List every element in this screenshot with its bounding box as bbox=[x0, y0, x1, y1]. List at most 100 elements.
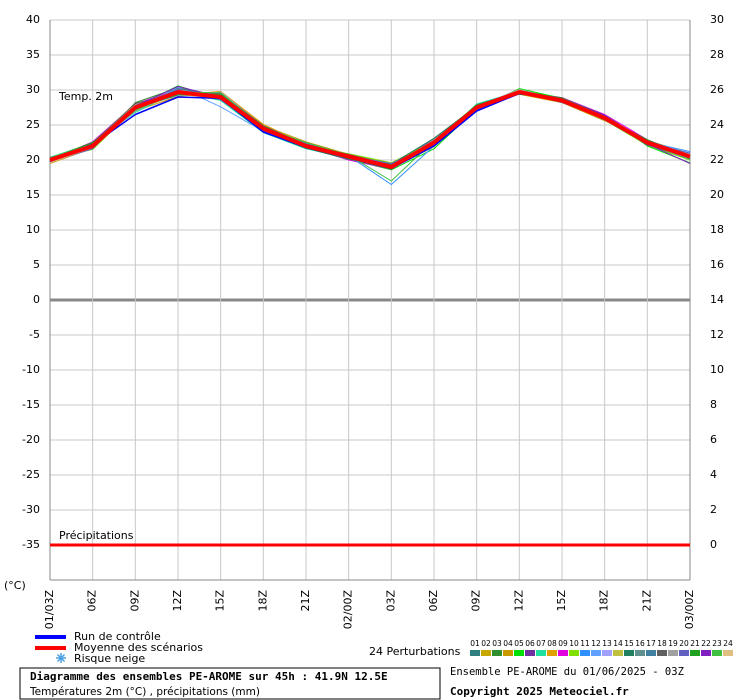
y-tick-label: 0 bbox=[33, 293, 40, 306]
y-tick-label: 35 bbox=[26, 48, 40, 61]
snow-legend: Risque neige bbox=[74, 652, 145, 665]
x-tick-label: 06Z bbox=[86, 590, 99, 612]
perturbation-number: 19 bbox=[668, 639, 678, 648]
y2-tick-label: 0 bbox=[710, 538, 717, 551]
perturbation-number: 23 bbox=[712, 639, 722, 648]
perturbation-swatch bbox=[712, 650, 722, 656]
legend-label: Moyenne des scénarios bbox=[74, 641, 203, 654]
y-tick-label: -25 bbox=[22, 468, 40, 481]
x-tick-label: 15Z bbox=[555, 590, 568, 612]
x-tick-label: 03/00Z bbox=[683, 590, 696, 630]
y-tick-label: 40 bbox=[26, 13, 40, 26]
y-tick-label: -5 bbox=[29, 328, 40, 341]
y2-tick-label: 20 bbox=[710, 188, 724, 201]
perturbation-swatch bbox=[536, 650, 546, 656]
y2-tick-label: 26 bbox=[710, 83, 724, 96]
legend-label: Run de contrôle bbox=[74, 630, 161, 643]
perturbation-number: 08 bbox=[547, 639, 557, 648]
perturbation-number: 01 bbox=[470, 639, 480, 648]
y-tick-label: 5 bbox=[33, 258, 40, 271]
y2-tick-label: 16 bbox=[710, 258, 724, 271]
precip-label: Précipitations bbox=[59, 529, 134, 542]
perturbation-number: 18 bbox=[657, 639, 667, 648]
perturbation-number: 06 bbox=[525, 639, 535, 648]
perturbation-swatch bbox=[624, 650, 634, 656]
perturbation-swatch bbox=[547, 650, 557, 656]
y-tick-label: -20 bbox=[22, 433, 40, 446]
x-tick-label: 15Z bbox=[214, 590, 227, 612]
perturbation-swatch bbox=[613, 650, 623, 656]
y2-tick-label: 4 bbox=[710, 468, 717, 481]
perturbation-number: 13 bbox=[602, 639, 612, 648]
y2-tick-label: 24 bbox=[710, 118, 724, 131]
y-tick-label: 20 bbox=[26, 153, 40, 166]
perturbation-swatch bbox=[679, 650, 689, 656]
y-tick-label: 15 bbox=[26, 188, 40, 201]
perturbation-swatch bbox=[657, 650, 667, 656]
perturbation-swatch bbox=[580, 650, 590, 656]
temp-label: Temp. 2m bbox=[58, 90, 113, 103]
perturbation-number: 21 bbox=[690, 639, 700, 648]
y2-tick-label: 28 bbox=[710, 48, 724, 61]
y-tick-label: -35 bbox=[22, 538, 40, 551]
y-tick-label: 25 bbox=[26, 118, 40, 131]
perturbation-swatch bbox=[591, 650, 601, 656]
perturbation-number: 12 bbox=[591, 639, 601, 648]
perturbation-swatch bbox=[602, 650, 612, 656]
y2-tick-label: 30 bbox=[710, 13, 724, 26]
perturbation-number: 15 bbox=[624, 639, 634, 648]
perturbation-number: 05 bbox=[514, 639, 524, 648]
x-tick-label: 12Z bbox=[512, 590, 525, 612]
perturbation-number: 02 bbox=[481, 639, 491, 648]
perturbation-swatch bbox=[558, 650, 568, 656]
y2-tick-label: 6 bbox=[710, 433, 717, 446]
y2-tick-label: 12 bbox=[710, 328, 724, 341]
y2-tick-label: 14 bbox=[710, 293, 724, 306]
temp-line bbox=[49, 92, 691, 164]
snow-icon bbox=[56, 653, 66, 663]
x-tick-label: 18Z bbox=[256, 590, 269, 612]
x-tick-label: 21Z bbox=[640, 590, 653, 612]
x-tick-label: 02/00Z bbox=[342, 590, 355, 630]
footer-title: Diagramme des ensembles PE-AROME sur 45h… bbox=[30, 670, 388, 683]
perturbation-number: 20 bbox=[679, 639, 689, 648]
x-tick-label: 18Z bbox=[598, 590, 611, 612]
perturbation-swatch bbox=[525, 650, 535, 656]
perturbation-swatch bbox=[668, 650, 678, 656]
perturbation-swatch bbox=[635, 650, 645, 656]
y-tick-label: -10 bbox=[22, 363, 40, 376]
y-unit: (°C) bbox=[4, 579, 26, 592]
perturbation-swatch bbox=[723, 650, 733, 656]
y-tick-label: -30 bbox=[22, 503, 40, 516]
temp-line bbox=[49, 90, 691, 169]
perturbation-swatch bbox=[701, 650, 711, 656]
y2-tick-label: 8 bbox=[710, 398, 717, 411]
y2-tick-label: 22 bbox=[710, 153, 724, 166]
perturbation-number: 17 bbox=[646, 639, 656, 648]
perturbation-swatch bbox=[492, 650, 502, 656]
perturbation-number: 11 bbox=[580, 639, 590, 648]
x-tick-label: 09Z bbox=[470, 590, 483, 612]
x-tick-label: 21Z bbox=[299, 590, 312, 612]
perturbation-number: 22 bbox=[701, 639, 711, 648]
y2-tick-label: 2 bbox=[710, 503, 717, 516]
y-tick-label: -15 bbox=[22, 398, 40, 411]
perturbation-number: 07 bbox=[536, 639, 546, 648]
perturbation-number: 03 bbox=[492, 639, 502, 648]
perturbation-number: 16 bbox=[635, 639, 645, 648]
y2-tick-label: 10 bbox=[710, 363, 724, 376]
perturbation-swatch bbox=[514, 650, 524, 656]
perturbation-swatch bbox=[569, 650, 579, 656]
run-info: Ensemble PE-AROME du 01/06/2025 - 03Z bbox=[450, 666, 684, 678]
y2-tick-label: 18 bbox=[710, 223, 724, 236]
x-tick-label: 09Z bbox=[128, 590, 141, 612]
perturbation-number: 10 bbox=[569, 639, 579, 648]
x-tick-label: 06Z bbox=[427, 590, 440, 612]
x-tick-label: 12Z bbox=[171, 590, 184, 612]
perturbations-label: 24 Perturbations bbox=[369, 645, 461, 658]
x-tick-label: 01/03Z bbox=[43, 590, 56, 630]
y-tick-label: 30 bbox=[26, 83, 40, 96]
perturbation-swatch bbox=[470, 650, 480, 656]
perturbation-number: 04 bbox=[503, 639, 513, 648]
